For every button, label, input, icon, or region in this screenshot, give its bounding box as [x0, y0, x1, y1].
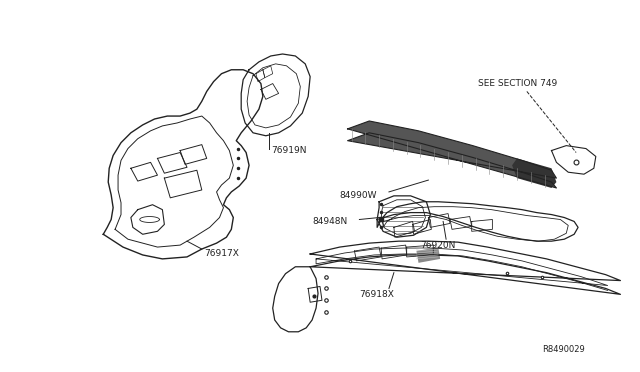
Text: SEE SECTION 749: SEE SECTION 749: [477, 79, 557, 88]
Text: 84990W: 84990W: [340, 191, 377, 201]
Polygon shape: [348, 121, 556, 188]
Text: R8490029: R8490029: [543, 345, 586, 354]
Text: 76919N: 76919N: [271, 146, 307, 155]
Polygon shape: [512, 158, 556, 188]
Text: 84948N: 84948N: [312, 217, 348, 226]
Text: 76917X: 76917X: [204, 250, 239, 259]
Polygon shape: [417, 247, 440, 263]
Text: 76920N: 76920N: [420, 241, 456, 250]
Text: 76918X: 76918X: [360, 290, 394, 299]
